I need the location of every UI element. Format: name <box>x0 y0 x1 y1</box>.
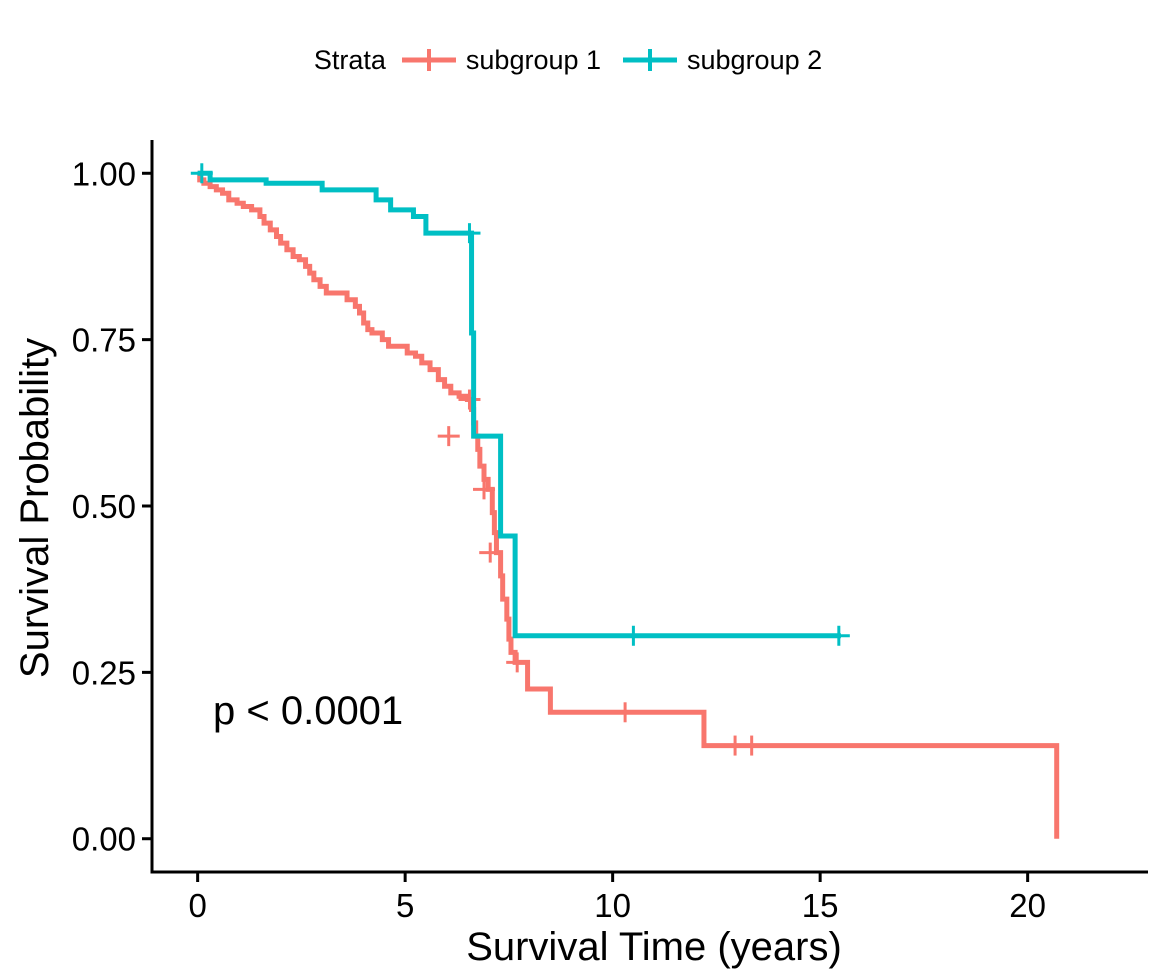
censor-mark <box>479 542 502 563</box>
legend-label-subgroup-2: subgroup 2 <box>687 44 823 75</box>
p-value-annotation: p < 0.0001 <box>213 689 403 733</box>
x-tick-label: 5 <box>396 887 414 924</box>
censor-mark <box>458 223 481 244</box>
y-axis-title: Survival Probability <box>13 338 57 678</box>
y-tick-label: 1.00 <box>72 155 136 192</box>
legend-item-subgroup-1: subgroup 1 <box>400 40 601 80</box>
censor-mark <box>827 625 850 646</box>
survival-curve <box>197 170 841 639</box>
legend: Strata subgroup 1 subgroup 2 <box>0 38 1156 82</box>
censor-mark <box>473 479 495 500</box>
series-subgroup-2 <box>190 163 850 646</box>
y-tick-label: 0.50 <box>72 488 136 525</box>
x-tick-label: 10 <box>594 887 631 924</box>
censor-mark <box>614 702 637 723</box>
x-tick-label: 0 <box>188 887 206 924</box>
legend-label-subgroup-1: subgroup 1 <box>465 44 602 75</box>
legend-key-subgroup-2 <box>623 49 678 71</box>
censor-mark <box>458 389 481 410</box>
y-tick-label: 0.00 <box>72 821 136 858</box>
x-axis-title: Survival Time (years) <box>466 925 842 969</box>
censor-mark <box>506 652 529 673</box>
censor-mark <box>190 163 213 184</box>
y-ticks: 0.00 0.25 0.50 0.75 1.00 <box>72 155 152 858</box>
legend-item-subgroup-2: subgroup 2 <box>621 40 822 80</box>
legend-key-subgroup-1 <box>401 49 456 71</box>
x-ticks: 0 5 10 15 20 <box>188 872 1046 924</box>
censor-mark <box>622 625 645 646</box>
censor-mark <box>740 735 763 756</box>
y-tick-label: 0.25 <box>72 654 136 691</box>
censor-mark <box>437 426 460 447</box>
series-subgroup-1 <box>197 170 1060 839</box>
series-layer <box>190 163 1060 839</box>
x-tick-label: 20 <box>1009 887 1046 924</box>
x-tick-label: 15 <box>802 887 839 924</box>
y-tick-label: 0.75 <box>72 322 136 359</box>
survival-curve <box>197 170 1060 839</box>
axes: 0.00 0.25 0.50 0.75 1.00 0 5 10 15 20 <box>72 140 1148 924</box>
legend-title: Strata <box>313 44 386 75</box>
